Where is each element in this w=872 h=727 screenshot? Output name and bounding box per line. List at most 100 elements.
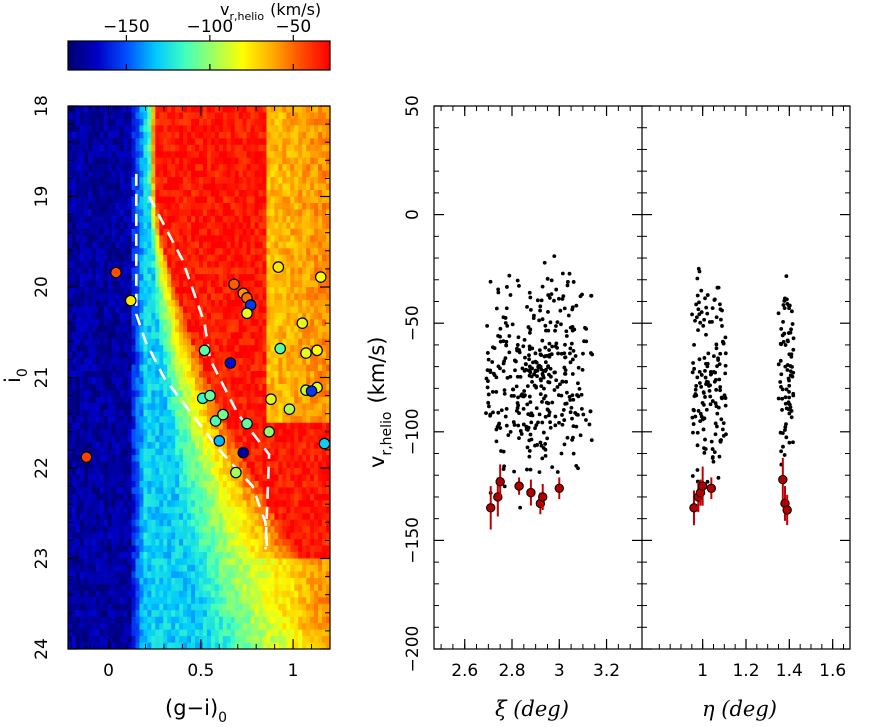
heatmap-cell: [214, 506, 220, 514]
heatmap-cell: [175, 487, 180, 495]
heatmap-cell: [226, 558, 232, 566]
heatmap-cell: [179, 552, 184, 560]
heatmap-cell: [99, 299, 105, 307]
heatmap-cell: [270, 506, 276, 514]
heatmap-cell: [270, 532, 276, 540]
heatmap-cell: [127, 351, 133, 359]
heatmap-cell: [246, 131, 252, 139]
heatmap-cell: [159, 448, 164, 456]
heatmap-cell: [234, 642, 240, 649]
heatmap-cell: [222, 545, 228, 553]
heatmap-cell: [79, 196, 85, 204]
heatmap-cell: [111, 487, 117, 495]
heatmap-cell: [68, 312, 73, 320]
heatmap-cell: [115, 623, 121, 631]
heatmap-cell: [123, 371, 129, 379]
heatmap-cell: [143, 532, 148, 540]
heatmap-cell: [238, 312, 244, 320]
heatmap-cell: [274, 299, 279, 307]
heatmap-cell: [202, 228, 208, 236]
heatmap-cell: [202, 383, 208, 392]
heatmap-cell: [246, 112, 252, 120]
heatmap-cell: [159, 416, 164, 424]
heatmap-cell: [234, 312, 240, 320]
heatmap-cell: [179, 228, 184, 236]
heatmap-cell: [95, 623, 101, 631]
heatmap-cell: [199, 248, 204, 256]
heatmap-cell: [238, 274, 244, 282]
heatmap-cell: [210, 164, 216, 172]
heatmap-cell: [103, 241, 109, 249]
heatmap-cell: [191, 493, 196, 501]
heatmap-cell: [107, 564, 113, 573]
heatmap-cell: [262, 442, 268, 450]
heatmap-cell: [79, 403, 85, 411]
heatmap-cell: [187, 552, 192, 560]
heatmap-cell: [147, 629, 152, 637]
heatmap-cell: [183, 416, 188, 424]
heatmap-cell: [230, 106, 236, 114]
heatmap-cell: [159, 616, 164, 624]
heatmap-cell: [107, 584, 113, 592]
heatmap-cell: [242, 435, 248, 443]
heatmap-cell: [246, 280, 252, 288]
heatmap-cell: [103, 571, 109, 579]
heatmap-cell: [171, 228, 176, 236]
colorbar-tick-label: −150: [103, 17, 150, 37]
heatmap-cell: [199, 416, 204, 424]
heatmap-cell: [278, 125, 283, 133]
heatmap-cell: [218, 209, 224, 217]
heatmap-cell: [191, 610, 196, 618]
heatmap-cell: [282, 306, 287, 314]
heatmap-cell: [214, 448, 220, 456]
heatmap-cell: [167, 364, 172, 372]
heatmap-cell: [155, 584, 160, 592]
heatmap-cell: [68, 106, 73, 114]
heatmap-cell: [107, 468, 113, 476]
heatmap-cell: [226, 448, 232, 456]
heatmap-cell: [290, 603, 295, 611]
heatmap-cell: [111, 500, 117, 508]
heatmap-cell: [262, 358, 268, 366]
heatmap-cell: [222, 364, 228, 372]
heatmap-cell: [262, 338, 268, 346]
heatmap-cell: [274, 364, 279, 372]
heatmap-cell: [127, 306, 133, 314]
heatmap-cell: [131, 442, 137, 450]
heatmap-cell: [226, 442, 232, 450]
heatmap-cell: [147, 416, 152, 424]
heatmap-cell: [68, 118, 73, 126]
heatmap-cell: [199, 519, 204, 527]
heatmap-cell: [139, 106, 145, 114]
heatmap-cell: [218, 144, 224, 152]
heatmap-cell: [115, 435, 121, 443]
heatmap-cell: [167, 623, 172, 631]
colorbar-cell: [144, 41, 147, 70]
heatmap-cell: [195, 616, 200, 624]
heatmap-cell: [71, 261, 77, 269]
heatmap-cell: [254, 144, 260, 152]
heatmap-cell: [115, 190, 121, 198]
heatmap-cell: [294, 480, 299, 488]
heatmap-cell: [115, 118, 121, 126]
heatmap-cell: [199, 151, 204, 159]
heatmap-cell: [171, 118, 176, 126]
heatmap-cell: [127, 319, 133, 327]
heatmap-cell: [226, 629, 232, 637]
heatmap-cell: [115, 493, 121, 501]
heatmap-cell: [183, 377, 188, 385]
heatmap-cell: [206, 358, 212, 366]
heatmap-cell: [91, 118, 97, 126]
heatmap-cell: [250, 416, 256, 424]
heatmap-cell: [278, 338, 283, 346]
heatmap-cell: [214, 325, 220, 333]
heatmap-cell: [195, 480, 200, 488]
heatmap-cell: [175, 371, 180, 379]
heatmap-cell: [294, 487, 299, 495]
heatmap-cell: [222, 170, 228, 178]
heatmap-cell: [206, 461, 212, 469]
colorbar-cell: [204, 41, 207, 70]
heatmap-cell: [206, 468, 212, 476]
heatmap-cell: [187, 564, 192, 573]
heatmap-cell: [79, 396, 85, 404]
